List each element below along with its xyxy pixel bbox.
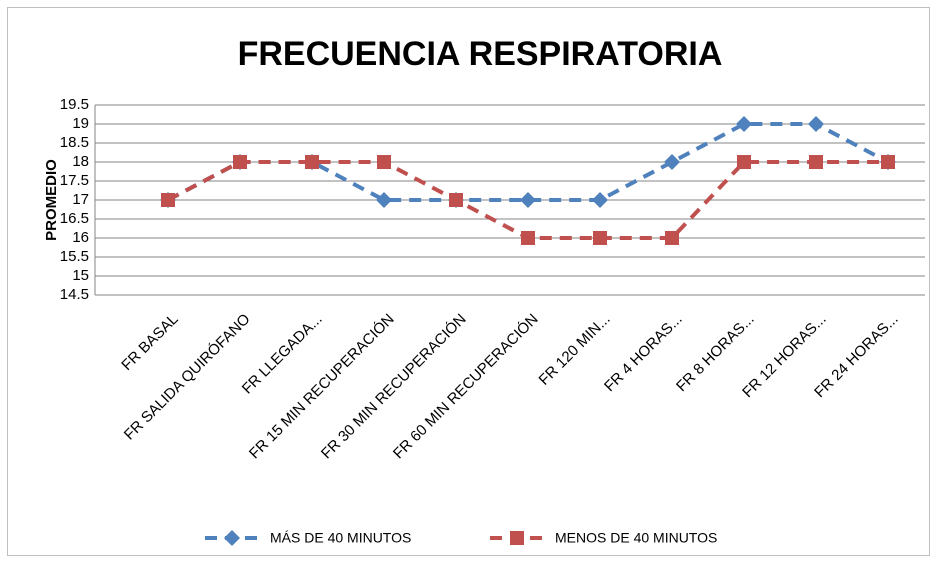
marker <box>377 155 391 169</box>
y-tick-label: 19 <box>72 115 89 132</box>
marker <box>808 116 824 132</box>
y-tick-label: 16 <box>72 229 89 246</box>
marker <box>737 155 751 169</box>
marker <box>593 231 607 245</box>
y-tick-label: 18.5 <box>60 134 89 151</box>
y-tick-label: 15 <box>72 267 89 284</box>
chart-title: FRECUENCIA RESPIRATORIA <box>238 35 723 73</box>
y-tick-label: 14.5 <box>60 286 89 303</box>
marker <box>224 530 240 546</box>
marker <box>521 231 535 245</box>
y-axis-label: PROMEDIO <box>43 159 60 241</box>
y-tick-label: 18 <box>72 153 89 170</box>
marker <box>233 155 247 169</box>
marker <box>161 193 175 207</box>
legend-label: MENOS DE 40 MINUTOS <box>555 530 717 546</box>
marker <box>881 155 895 169</box>
chart-frame <box>7 7 930 556</box>
series <box>161 155 895 245</box>
marker <box>305 155 319 169</box>
marker <box>520 192 536 208</box>
marker <box>449 193 463 207</box>
marker <box>809 155 823 169</box>
y-tick-label: 15.5 <box>60 248 89 265</box>
marker <box>510 531 524 545</box>
legend-label: MÁS DE 40 MINUTOS <box>270 530 411 546</box>
marker <box>736 116 752 132</box>
marker <box>376 192 392 208</box>
marker <box>664 154 680 170</box>
y-tick-label: 16.5 <box>60 210 89 227</box>
marker <box>665 231 679 245</box>
y-tick-label: 19.5 <box>60 96 89 113</box>
y-tick-label: 17.5 <box>60 172 89 189</box>
y-tick-label: 17 <box>72 191 89 208</box>
marker <box>592 192 608 208</box>
